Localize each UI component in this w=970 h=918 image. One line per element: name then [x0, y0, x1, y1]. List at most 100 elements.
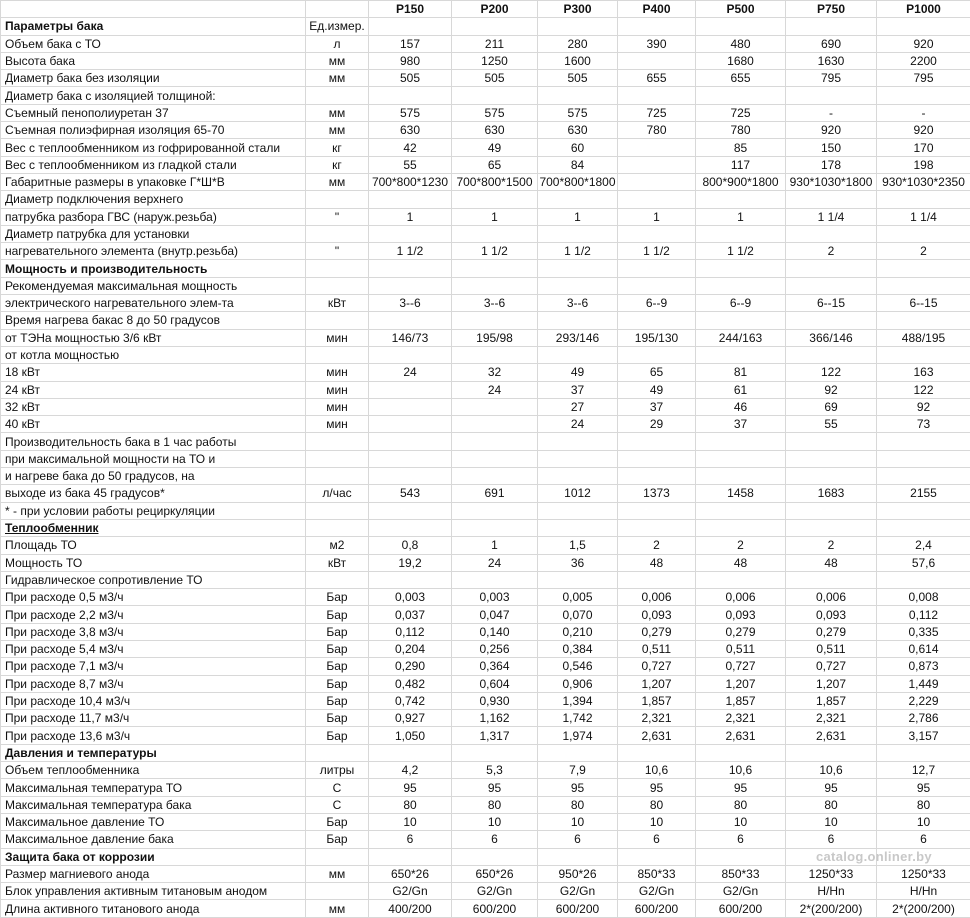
value-cell: 27: [538, 398, 618, 415]
row-label: патрубка разбора ГВС (наруж.резьба): [5, 210, 217, 224]
value-cell: [538, 450, 618, 467]
value-cell: [538, 191, 618, 208]
value-cell: 725: [618, 104, 696, 121]
unit-cell: мм: [306, 122, 369, 139]
value-cell: 2: [786, 243, 877, 260]
row-label: Максимальная температура ТО: [5, 781, 182, 795]
value-cell: 0,511: [696, 640, 786, 657]
value-cell: [786, 277, 877, 294]
value-cell: [786, 18, 877, 35]
row-label: 24 кВт: [5, 383, 40, 397]
value-cell: [877, 260, 970, 277]
value-cell: [877, 225, 970, 242]
value-cell: 195/130: [618, 329, 696, 346]
value-cell: 480: [696, 35, 786, 52]
value-cell: 0,727: [618, 658, 696, 675]
row-label: электрического нагревательного элем-та: [5, 296, 234, 310]
row-label-cell: Диаметр бака с изоляцией толщиной:: [1, 87, 306, 104]
row-label-cell: 32 кВт: [1, 398, 306, 415]
value-cell: 2,631: [786, 727, 877, 744]
value-cell: 122: [877, 381, 970, 398]
value-cell: [618, 502, 696, 519]
value-cell: 3--6: [369, 295, 452, 312]
value-cell: [786, 571, 877, 588]
unit-cell: л/час: [306, 485, 369, 502]
value-cell: [618, 191, 696, 208]
row-label-cell: При расходе 3,8 м3/ч: [1, 623, 306, 640]
value-cell: [696, 277, 786, 294]
value-cell: 2,4: [877, 537, 970, 554]
row-label-cell: При расходе 0,5 м3/ч: [1, 589, 306, 606]
value-cell: [452, 571, 538, 588]
value-cell: 1,050: [369, 727, 452, 744]
value-cell: 400/200: [369, 900, 452, 917]
value-cell: [452, 277, 538, 294]
value-cell: 2,631: [618, 727, 696, 744]
value-cell: [538, 848, 618, 865]
value-cell: 0,093: [786, 606, 877, 623]
value-cell: 575: [369, 104, 452, 121]
row-label-cell: Вес с теплообменником из гладкой стали: [1, 156, 306, 173]
value-cell: [786, 468, 877, 485]
value-cell: 80: [538, 796, 618, 813]
value-cell: 1: [538, 208, 618, 225]
value-cell: -: [877, 104, 970, 121]
value-cell: G2/Gn: [696, 883, 786, 900]
row-label: Съемная полиэфирная изоляция 65-70: [5, 123, 224, 137]
value-cell: 24: [369, 364, 452, 381]
value-cell: 655: [696, 70, 786, 87]
row-label: 32 кВт: [5, 400, 40, 414]
unit-cell: Бар: [306, 813, 369, 830]
value-cell: 0,279: [618, 623, 696, 640]
value-cell: 37: [618, 398, 696, 415]
value-cell: [369, 398, 452, 415]
value-cell: H/Hn: [786, 883, 877, 900]
unit-cell: [306, 87, 369, 104]
value-cell: G2/Gn: [452, 883, 538, 900]
row-label: Длина активного титанового анода: [5, 902, 199, 916]
value-cell: 7,9: [538, 762, 618, 779]
row-label-cell: Максимальное давление ТО: [1, 813, 306, 830]
row-label-cell: и нагреве бака до 50 градусов, на: [1, 468, 306, 485]
value-cell: 630: [538, 122, 618, 139]
model-header-p150: P150: [369, 1, 452, 18]
header-unit-cell: [306, 1, 369, 18]
value-cell: [369, 87, 452, 104]
value-cell: 0,005: [538, 589, 618, 606]
unit-cell: Бар: [306, 606, 369, 623]
value-cell: [786, 87, 877, 104]
value-cell: [369, 277, 452, 294]
row-label-cell: Диаметр патрубка для установки: [1, 225, 306, 242]
row-label-cell: Рекомендуемая максимальная мощность: [1, 277, 306, 294]
table-row: Диаметр бака с изоляцией толщиной:: [1, 87, 970, 104]
value-cell: [369, 18, 452, 35]
value-cell: 0,003: [369, 589, 452, 606]
unit-cell: кг: [306, 139, 369, 156]
value-cell: [538, 87, 618, 104]
value-cell: 80: [452, 796, 538, 813]
unit-cell: С: [306, 779, 369, 796]
value-cell: 1 1/2: [618, 243, 696, 260]
value-cell: [877, 571, 970, 588]
value-cell: 2*(200/200): [786, 900, 877, 917]
value-cell: [452, 450, 538, 467]
unit-cell: ": [306, 208, 369, 225]
value-cell: [538, 260, 618, 277]
value-cell: 69: [786, 398, 877, 415]
row-label-cell: 24 кВт: [1, 381, 306, 398]
value-cell: [452, 744, 538, 761]
row-label-cell: Максимальная температура ТО: [1, 779, 306, 796]
value-cell: 157: [369, 35, 452, 52]
unit-cell: кг: [306, 156, 369, 173]
value-cell: [786, 433, 877, 450]
value-cell: 1,857: [696, 692, 786, 709]
model-header-p500: P500: [696, 1, 786, 18]
